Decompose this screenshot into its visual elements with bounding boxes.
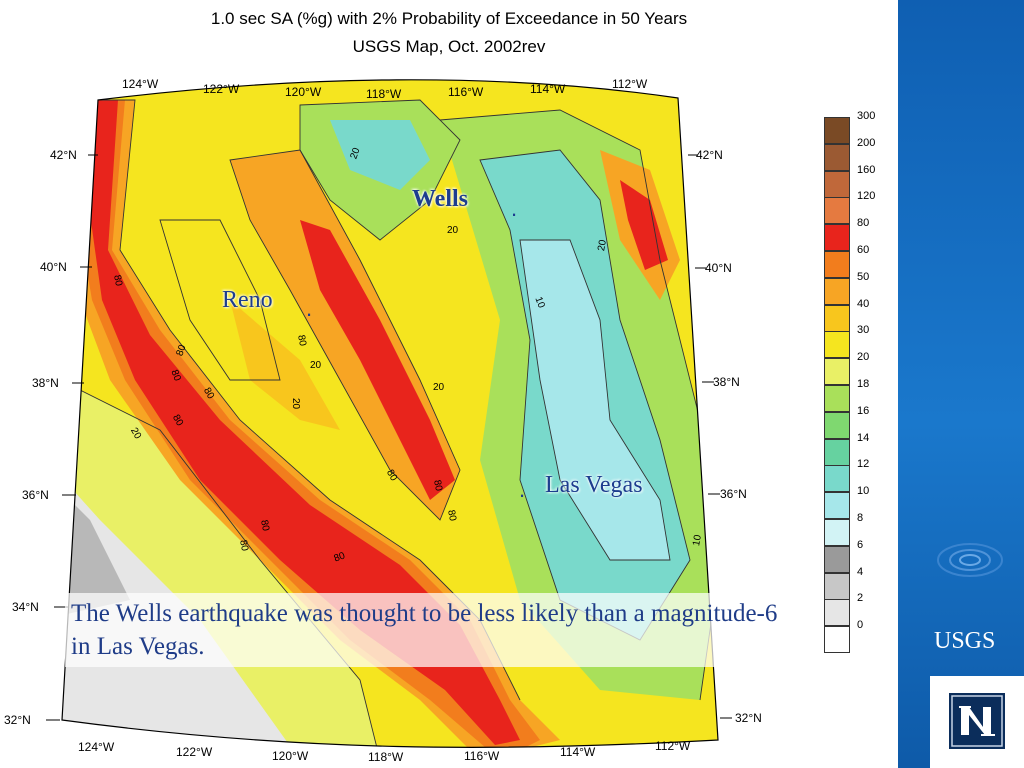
lat-label-left: 42°N [50,148,77,162]
contour-label: 20 [290,397,302,410]
lon-label-bottom: 124°W [78,740,115,754]
legend-label: 18 [857,378,870,390]
lon-label-bottom: 114°W [560,745,596,759]
lat-label-left: 38°N [32,376,59,390]
sidebar-panel [898,0,1024,768]
university-logo [930,676,1024,768]
lon-label-top: 124°W [122,77,159,91]
lat-label-left: 36°N [22,488,49,502]
legend-swatch [824,277,850,305]
contour-label: 10 [691,534,704,547]
legend-label: 200 [857,136,876,149]
legend-swatch [824,411,850,439]
legend-label: 120 [857,190,876,203]
lat-label-right: 40°N [705,261,732,275]
legend-label: 300 [857,110,876,122]
water-ripple-icon [937,543,1003,577]
legend-label: 50 [857,270,870,283]
legend-label: 80 [857,217,870,230]
contour-label: 20 [310,360,322,371]
lon-label-top: 122°W [203,82,240,96]
legend-swatch [824,492,850,520]
legend-swatch [824,304,850,332]
legend-label: 40 [857,297,870,310]
legend-label: 12 [857,458,870,471]
slide-caption: The Wells earthquake was thought to be l… [65,593,797,667]
lat-label-right: 42°N [696,148,723,162]
city-dot-las-vegas: . [519,477,526,502]
legend-label: 0 [857,619,864,632]
contour-label: 80 [445,509,458,522]
legend-swatch [824,626,850,654]
legend-label: 14 [857,431,870,444]
legend-label: 6 [857,538,864,551]
city-label-reno: Reno [222,287,273,313]
hazard-map-panel: 1.0 sec SA (%g) with 2% Probability of E… [4,9,876,764]
lon-label-bottom: 116°W [464,749,500,763]
legend-swatch [824,545,850,573]
map-title: 1.0 sec SA (%g) with 2% Probability of E… [210,9,688,28]
contour-label: 20 [447,225,459,236]
contour-label: 80 [431,479,444,492]
contour-label: 20 [596,239,609,252]
legend-swatch [824,465,850,493]
legend-swatch [824,572,850,600]
legend-swatch [824,117,850,144]
lat-label-right: 36°N [720,487,747,501]
contour-label: 80 [237,539,250,552]
contour-label: 80 [258,519,271,532]
usgs-label: USGS [934,628,996,654]
n-logo-icon [949,693,1005,749]
lat-label-right: 38°N [713,375,740,389]
legend-swatch [824,170,850,198]
legend-swatch [824,331,850,359]
lon-label-bottom: 120°W [272,749,309,763]
contour-label: 80 [111,274,124,287]
lon-label-bottom: 118°W [368,750,404,764]
university-logo-mark [949,693,1005,749]
city-label-las-vegas: Las Vegas [545,472,643,498]
legend-label: 8 [857,512,864,524]
map-subtitle: USGS Map, Oct. 2002rev [352,37,546,56]
lon-label-top: 114°W [530,82,566,96]
lon-label-bottom: 122°W [176,745,213,759]
legend-swatch [824,224,850,252]
contour-label: 80 [295,334,308,347]
lat-label-right: 32°N [735,711,762,725]
legend-label: 30 [857,324,870,337]
legend-label: 20 [857,351,870,364]
legend-label: 10 [857,485,870,498]
lat-label-left: 40°N [40,260,67,274]
legend-swatch [824,385,850,412]
contour-label: 20 [433,382,445,393]
city-dot-reno: . [306,296,313,321]
legend-label: 60 [857,244,870,256]
lon-label-top: 112°W [612,77,648,91]
legend-swatch [824,197,850,225]
legend-swatch [824,519,850,546]
city-dot-wells: . [511,196,518,221]
legend-label: 160 [857,163,876,176]
lon-label-bottom: 112°W [655,739,691,753]
lon-label-top: 120°W [285,85,322,99]
legend-swatch [824,358,850,386]
city-label-wells: Wells [412,186,469,212]
lat-label-left: 34°N [12,600,39,614]
legend-swatch [824,143,850,171]
lon-label-top: 116°W [448,85,484,99]
legend-label: 16 [857,404,870,417]
legend-label: 4 [857,565,864,578]
legend-swatch [824,599,850,627]
lon-label-top: 118°W [366,87,402,101]
legend-swatch [824,251,850,278]
lat-label-left: 32°N [4,713,31,727]
legend-label: 2 [857,592,864,605]
legend-swatch [824,438,850,466]
